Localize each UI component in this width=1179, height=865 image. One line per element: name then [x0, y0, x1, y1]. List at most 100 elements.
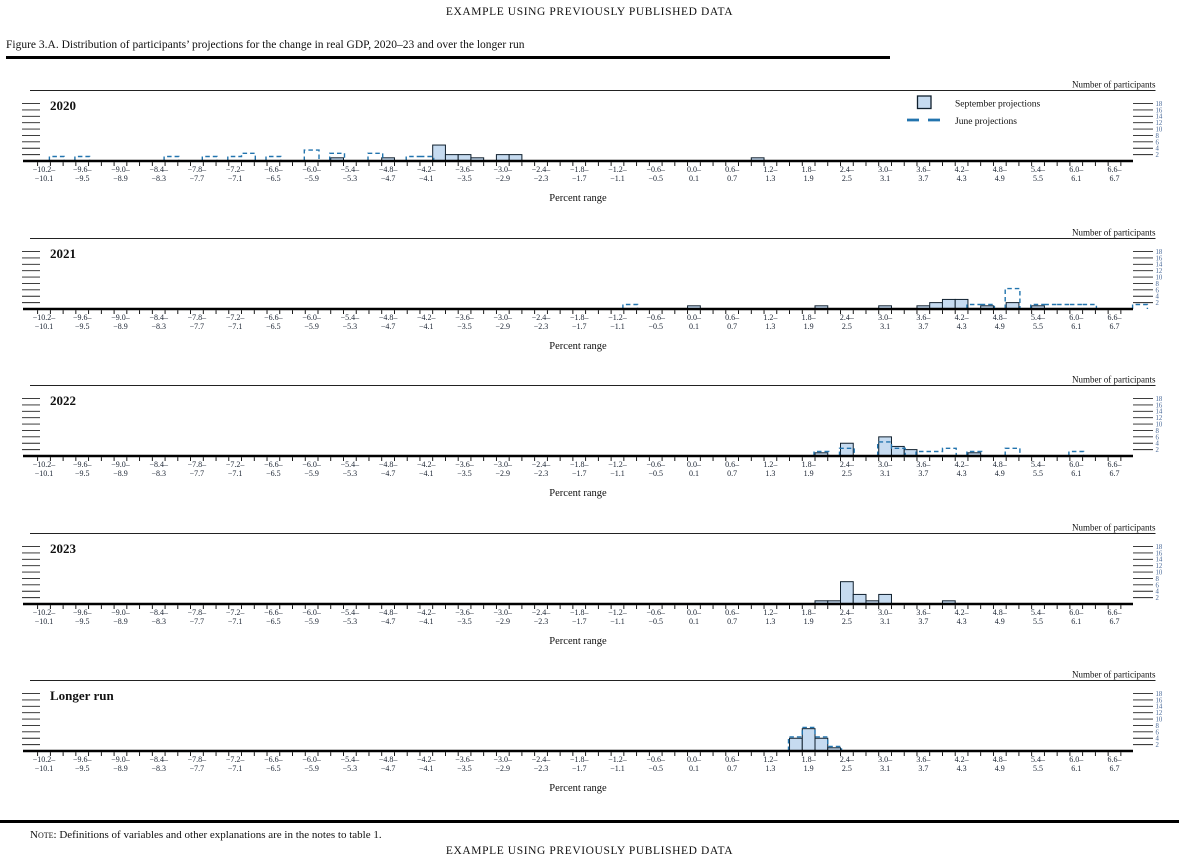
x-tick-label: 0.0– [687, 608, 702, 617]
x-tick-label: 3.7 [918, 617, 928, 626]
x-tick-label: 1.9 [804, 764, 814, 773]
x-tick-label: −7.8– [188, 608, 208, 617]
x-tick-label: −8.9 [113, 322, 128, 331]
page-footer: EXAMPLE USING PREVIOUSLY PUBLISHED DATA [445, 845, 734, 857]
x-tick-label: 0.0– [687, 165, 702, 174]
x-tick-label: −1.8– [570, 460, 590, 469]
x-tick-label: −8.4– [149, 313, 169, 322]
x-tick-label: −2.9 [496, 174, 511, 183]
note: Note: Definitions of variables and other… [30, 829, 382, 841]
right-axis-tick-label: 14 [1156, 704, 1163, 711]
x-tick-label: 2.5 [842, 764, 852, 773]
x-tick-label: −8.3 [151, 174, 166, 183]
x-tick-label: 6.7 [1109, 764, 1119, 773]
x-tick-label: −4.7 [381, 174, 396, 183]
x-tick-label: 6.1 [1071, 174, 1081, 183]
right-axis-tick-label: 10 [1156, 717, 1163, 724]
x-tick-label: −3.5 [457, 174, 472, 183]
x-tick-label: 3.7 [918, 322, 928, 331]
x-tick-label: −9.0– [111, 165, 131, 174]
x-tick-label: −4.8– [379, 460, 399, 469]
right-axis-tick-label: 6 [1156, 729, 1160, 736]
june-outline [1068, 450, 1085, 456]
x-tick-label: −3.0– [494, 755, 514, 764]
x-tick-label: 5.4– [1031, 755, 1046, 764]
right-axis-tick-label: 2 [1156, 742, 1160, 749]
x-tick-label: 1.3 [765, 174, 775, 183]
x-tick-label: −7.2– [226, 165, 246, 174]
x-tick-label: 0.1 [689, 322, 699, 331]
x-tick-label: −5.9 [304, 617, 319, 626]
x-tick-label: −4.8– [379, 313, 399, 322]
x-tick-label: −6.6– [264, 755, 284, 764]
x-tick-label: 0.7 [727, 469, 737, 478]
x-tick-label: −4.7 [381, 617, 396, 626]
x-tick-label: −2.3 [534, 617, 549, 626]
x-tick-label: −1.2– [608, 608, 628, 617]
x-tick-label: 2.4– [840, 608, 855, 617]
x-tick-label: −5.3 [343, 174, 358, 183]
x-tick-label: 3.7 [918, 174, 928, 183]
x-tick-label: 4.2– [955, 165, 970, 174]
x-tick-label: −9.0– [111, 313, 131, 322]
x-tick-label: 3.7 [918, 469, 928, 478]
x-tick-label: 3.1 [880, 469, 890, 478]
x-tick-label: −9.5 [75, 469, 90, 478]
x-tick-label: −3.5 [457, 617, 472, 626]
x-tick-label: 4.8– [993, 313, 1008, 322]
x-tick-label: −9.6– [73, 313, 93, 322]
x-tick-label: 4.9 [995, 764, 1005, 773]
right-axis-tick-label: 10 [1156, 570, 1163, 577]
x-tick-label: −1.2– [608, 460, 628, 469]
x-tick-label: −4.1 [419, 322, 434, 331]
number-of-participants-label: Number of participants [1072, 523, 1156, 533]
x-tick-label: 2.4– [840, 460, 855, 469]
x-tick-label: 6.0– [1069, 608, 1084, 617]
x-tick-label: 1.8– [802, 313, 817, 322]
june-outline [1004, 287, 1021, 309]
x-tick-label: −6.6– [264, 608, 284, 617]
panel-year-label: 2022 [50, 393, 76, 408]
x-tick-label: −6.5 [266, 617, 281, 626]
x-tick-label: 6.0– [1069, 460, 1084, 469]
x-tick-label: 4.2– [955, 755, 970, 764]
x-tick-label: −2.4– [532, 313, 552, 322]
figure-caption: Figure 3.A. Distribution of participants… [6, 39, 525, 51]
x-tick-label: −9.5 [75, 764, 90, 773]
x-tick-label: −7.7 [190, 764, 205, 773]
x-tick-label: −4.7 [381, 764, 396, 773]
x-tick-label: 6.0– [1069, 755, 1084, 764]
x-tick-label: 4.8– [993, 755, 1008, 764]
right-axis-tick-label: 6 [1156, 582, 1160, 589]
x-tick-label: 3.6– [916, 608, 931, 617]
x-tick-label: 2.5 [842, 617, 852, 626]
x-tick-label: −3.5 [457, 764, 472, 773]
x-tick-label: 6.6– [1107, 608, 1122, 617]
x-tick-label: 3.1 [880, 617, 890, 626]
right-axis-tick-label: 10 [1156, 275, 1163, 282]
june-outline [74, 155, 91, 161]
x-tick-label: 0.6– [725, 460, 740, 469]
x-tick-label: −9.6– [73, 608, 93, 617]
x-tick-label: 5.5 [1033, 174, 1043, 183]
x-tick-label: 4.3 [957, 469, 967, 478]
x-tick-label: −5.3 [343, 617, 358, 626]
june-outline [265, 155, 282, 161]
x-tick-label: 3.0– [878, 165, 893, 174]
x-tick-label: 1.9 [804, 469, 814, 478]
percent-range-label: Percent range [549, 636, 607, 647]
x-tick-label: −5.4– [341, 755, 361, 764]
right-axis-tick-label: 16 [1156, 550, 1163, 557]
x-tick-label: −10.1 [35, 617, 54, 626]
legend-june-label: June projections [955, 117, 1017, 127]
right-axis-tick-label: 12 [1156, 563, 1163, 570]
x-tick-label: 6.7 [1109, 174, 1119, 183]
x-tick-label: −4.1 [419, 174, 434, 183]
x-tick-label: −0.6– [646, 460, 666, 469]
x-tick-label: −8.9 [113, 617, 128, 626]
right-axis-tick-label: 4 [1156, 146, 1160, 153]
x-tick-label: −1.7 [572, 174, 587, 183]
x-tick-label: −0.5 [648, 764, 663, 773]
x-tick-label: −4.2– [417, 313, 437, 322]
